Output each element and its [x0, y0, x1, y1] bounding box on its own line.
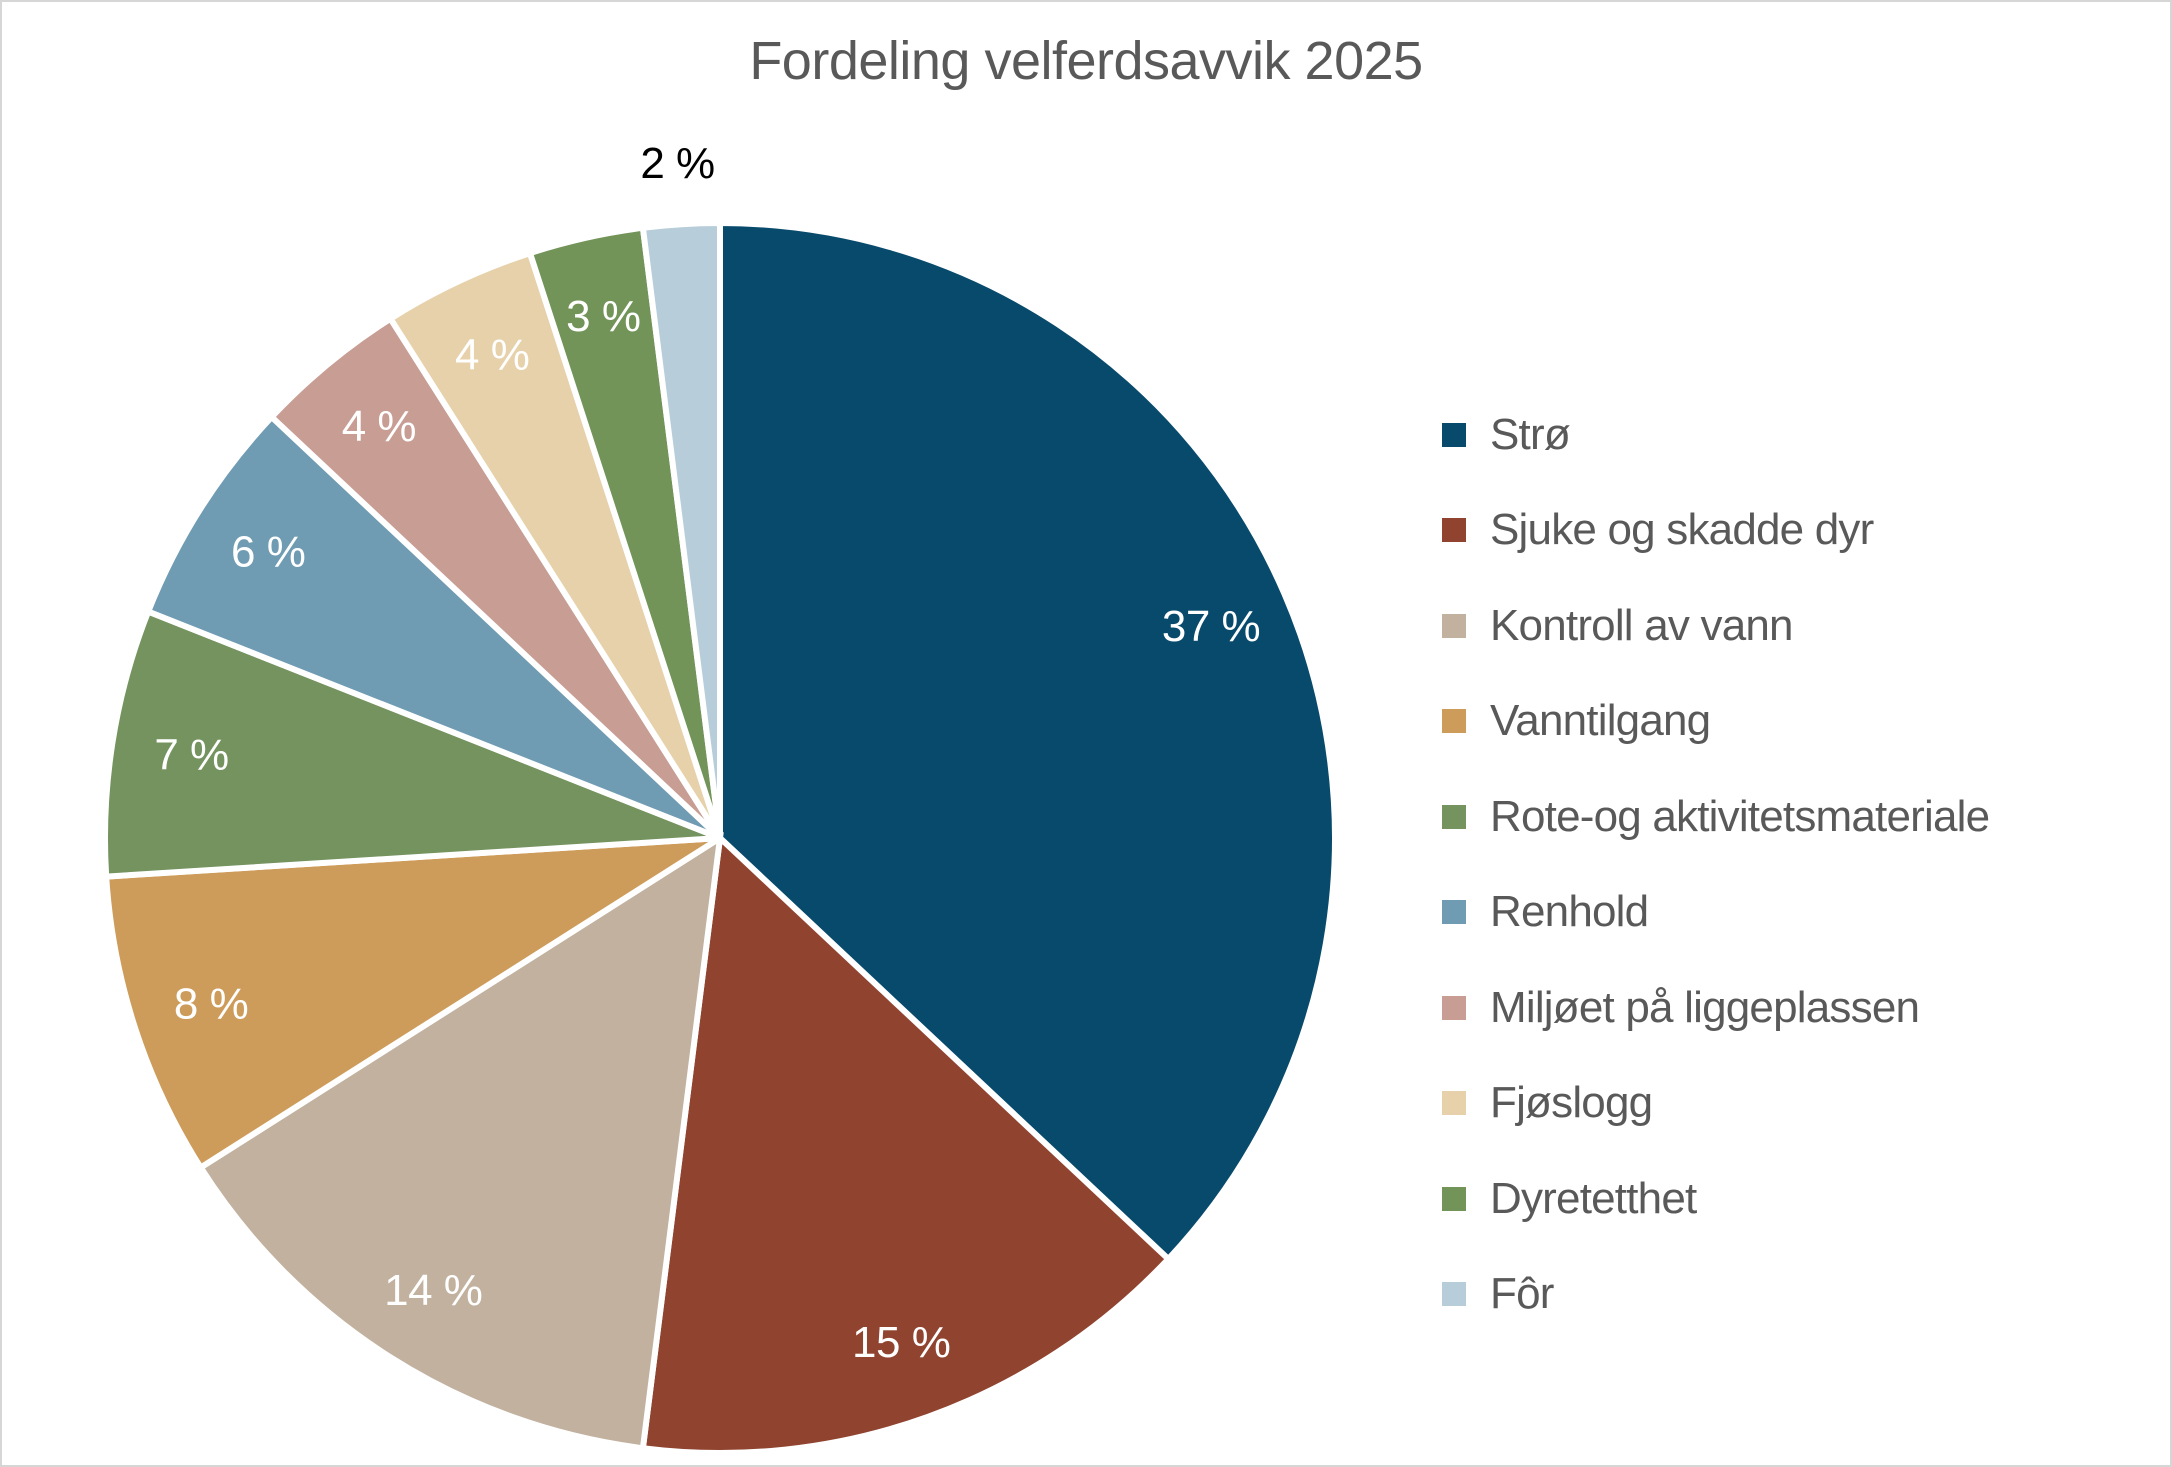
pie-data-label-for: 2 %	[640, 139, 714, 188]
legend-label-renhold: Renhold	[1490, 887, 1649, 937]
pie-data-label-rote-og-aktivitetsmateriale: 7 %	[154, 731, 228, 780]
pie-data-label-vanntilgang: 8 %	[174, 980, 248, 1029]
pie-slice-rote-og-aktivitetsmateriale[interactable]	[101, 607, 722, 880]
legend-item-vanntilgang[interactable]: Vanntilgang	[1442, 674, 1989, 770]
legend-label-dyretetthet: Dyretetthet	[1490, 1173, 1697, 1223]
pie-slice-sjuke-og-skadde-dyr[interactable]	[639, 831, 1173, 1457]
pie-data-label-miljoet-pa-liggeplassen: 4 %	[342, 402, 416, 451]
legend-swatch-for	[1442, 1282, 1466, 1307]
chart-title: Fordeling velferdsavvik 2025	[749, 31, 1423, 91]
legend-swatch-miljoet-pa-liggeplassen	[1442, 995, 1466, 1020]
legend-label-rote-og-aktivitetsmateriale: Rote-og aktivitetsmateriale	[1490, 791, 1990, 841]
legend-swatch-sjuke-og-skadde-dyr	[1442, 518, 1466, 543]
legend-label-sjuke-og-skadde-dyr: Sjuke og skadde dyr	[1490, 505, 1874, 555]
legend-label-stro: Strø	[1490, 409, 1571, 459]
legend-label-miljoet-pa-liggeplassen: Miljøet på liggeplassen	[1490, 982, 1920, 1032]
legend-swatch-kontroll-av-vann	[1442, 613, 1466, 638]
pie-data-label-fjoslogg: 4 %	[455, 330, 529, 379]
pie-data-label-stro: 37 %	[1162, 602, 1260, 651]
pie-data-label-renhold: 6 %	[231, 528, 305, 577]
legend-item-for[interactable]: Fôr	[1442, 1247, 1989, 1343]
legend-swatch-stro	[1442, 422, 1466, 447]
legend-swatch-rote-og-aktivitetsmateriale	[1442, 804, 1466, 829]
legend-swatch-renhold	[1442, 900, 1466, 925]
legend-label-for: Fôr	[1490, 1269, 1554, 1319]
pie-slice-stro[interactable]	[717, 219, 1338, 1264]
pie-slice-for[interactable]	[639, 219, 723, 839]
pie-data-label-kontroll-av-vann: 14 %	[384, 1266, 482, 1315]
pie-slice-vanntilgang[interactable]	[103, 835, 722, 1172]
legend-item-fjoslogg[interactable]: Fjøslogg	[1442, 1056, 1989, 1152]
pie-slice-renhold[interactable]	[144, 412, 723, 841]
pie-data-label-dyretetthet: 3 %	[566, 292, 640, 341]
legend-swatch-dyretetthet	[1442, 1186, 1466, 1211]
legend-item-kontroll-av-vann[interactable]: Kontroll av vann	[1442, 578, 1989, 674]
legend-label-fjoslogg: Fjøslogg	[1490, 1078, 1653, 1128]
legend: Strø Sjuke og skadde dyr Kontroll av vann V…	[1442, 387, 1990, 1343]
legend-swatch-fjoslogg	[1442, 1091, 1466, 1116]
pie-data-label-sjuke-og-skadde-dyr: 15 %	[852, 1318, 950, 1367]
legend-swatch-vanntilgang	[1442, 709, 1466, 734]
legend-item-renhold[interactable]: Renhold	[1442, 865, 1989, 961]
legend-item-stro[interactable]: Strø	[1442, 387, 1989, 483]
legend-label-kontroll-av-vann: Kontroll av vann	[1490, 600, 1794, 650]
legend-item-sjuke-og-skadde-dyr[interactable]: Sjuke og skadde dyr	[1442, 483, 1989, 579]
legend-item-rote-og-aktivitetsmateriale[interactable]: Rote-og aktivitetsmateriale	[1442, 769, 1990, 865]
legend-item-miljoet-pa-liggeplassen[interactable]: Miljøet på liggeplassen	[1442, 960, 1989, 1056]
legend-label-vanntilgang: Vanntilgang	[1490, 696, 1711, 746]
legend-item-dyretetthet[interactable]: Dyretetthet	[1442, 1151, 1989, 1247]
pie-slice-kontroll-av-vann[interactable]	[196, 832, 724, 1452]
